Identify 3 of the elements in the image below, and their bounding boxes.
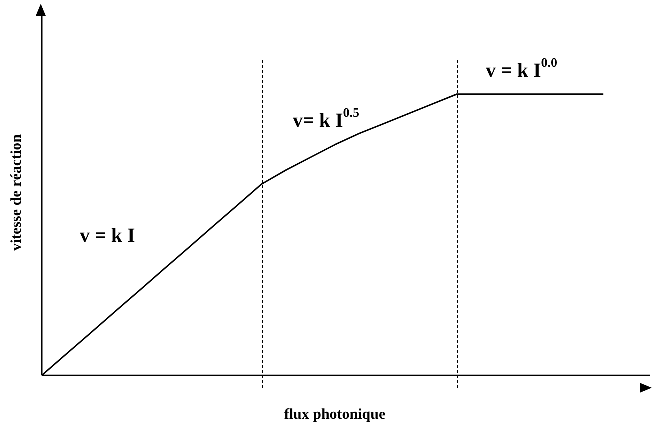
x-axis-title: flux photonique: [284, 406, 386, 423]
y-axis-title: vitesse de réaction: [8, 134, 25, 252]
annotation: v = k I: [80, 225, 136, 247]
